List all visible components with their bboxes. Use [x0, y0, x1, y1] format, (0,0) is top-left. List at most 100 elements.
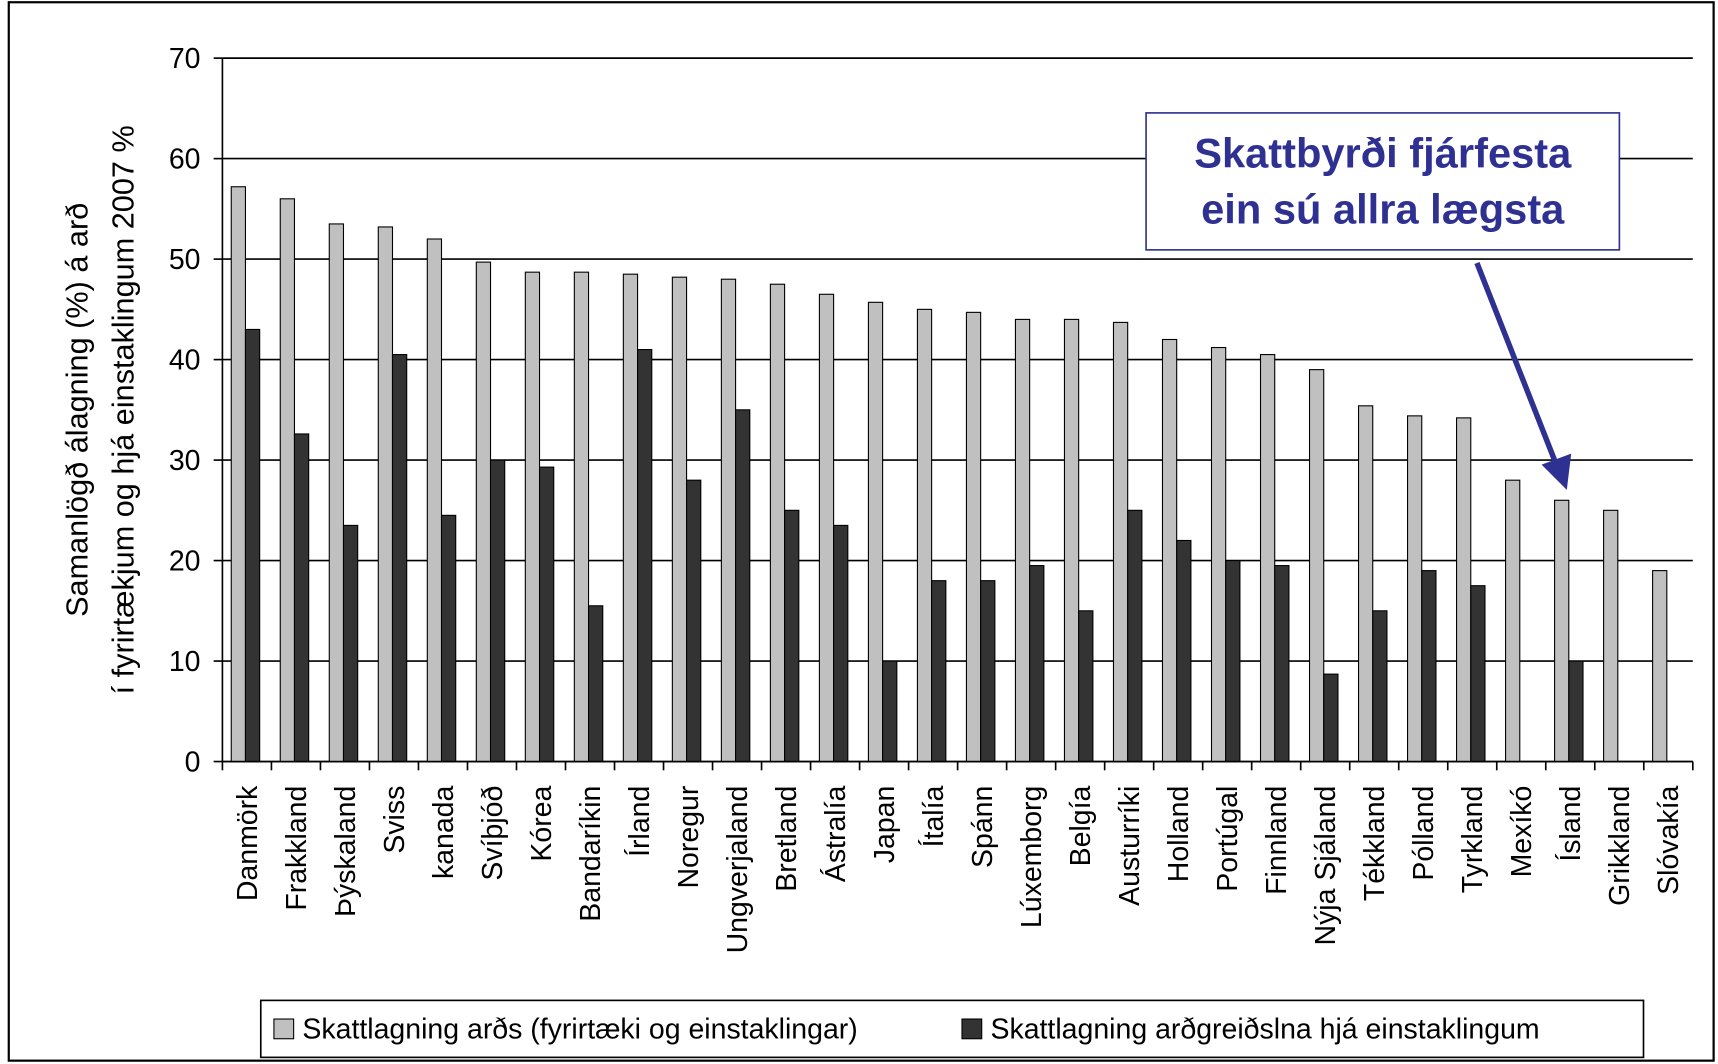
bar [1421, 570, 1437, 763]
bar [735, 409, 751, 763]
bar [1063, 318, 1080, 763]
bar [637, 348, 653, 763]
x-tick-label: Þýskaland [330, 786, 362, 917]
x-tick-label: Holland [1163, 786, 1195, 883]
x-tick-label: Nýja Sjáland [1310, 786, 1342, 946]
bar [440, 514, 457, 763]
bar [1357, 405, 1374, 763]
y-axis-label: í fyrirtækjum og hjá einstaklingum 2007 … [107, 125, 141, 694]
bar [1308, 369, 1325, 763]
bar [1505, 479, 1521, 763]
y-axis-label: Samanlögð álagning (%) á arð [61, 203, 95, 617]
x-tick-label: Svíþjóð [477, 786, 509, 881]
bar [293, 433, 310, 763]
x-tick-label: Spánn [967, 786, 999, 868]
x-tick-label: Slóvakía [1653, 785, 1685, 894]
bar [1568, 660, 1584, 763]
annotation: Skattbyrði fjárfesta [1194, 130, 1572, 177]
x-tick-label: Tyrkland [1457, 786, 1489, 894]
bar [867, 301, 884, 763]
bar [573, 271, 590, 763]
bar [489, 459, 506, 763]
bar [769, 283, 786, 763]
x-tick-label: Mexíkó [1506, 786, 1538, 878]
x-tick-label: Tékkland [1359, 786, 1391, 902]
bar [538, 466, 555, 763]
legend-label: Skattlagning arðgreiðslna hjá einstaklin… [990, 1014, 1539, 1046]
x-tick-label: Belgía [1065, 785, 1097, 866]
bar [882, 660, 898, 763]
y-tick-label: 10 [169, 646, 201, 678]
plot: 0 10 20 30 40 50 60 70 Danmörk Frakkland Þýskaland… [169, 43, 1694, 954]
bar [1259, 354, 1276, 763]
y-tick-label: 30 [169, 445, 201, 477]
bar [1176, 539, 1192, 763]
x-tick-label: Danmörk [232, 785, 264, 901]
bar [244, 328, 261, 763]
bar [1210, 346, 1227, 763]
x-tick-label: Kórea [526, 785, 558, 861]
bar [1127, 509, 1143, 763]
bar [1323, 673, 1339, 763]
bar [1014, 318, 1031, 763]
bar [524, 271, 541, 763]
legend-label: Skattlagning arðs (fyrirtæki og einstakl… [302, 1014, 857, 1046]
x-tick-label: Írland [624, 786, 656, 857]
x-tick-label: Grikkland [1604, 786, 1636, 906]
bar [1406, 415, 1423, 763]
y-tick-label: 20 [169, 545, 201, 577]
bar [1603, 509, 1619, 763]
bar [916, 308, 933, 763]
annotation: ein sú allra lægsta [1201, 186, 1565, 233]
legend-swatch [961, 1018, 983, 1040]
bar [931, 580, 947, 763]
x-tick-label: Lúxemborg [1016, 786, 1048, 928]
x-tick-label: Ítalía [918, 785, 950, 847]
x-tick-label: Ástralía [820, 785, 852, 882]
bar [965, 311, 982, 763]
bar [391, 354, 408, 763]
bar [671, 276, 688, 763]
arrow-head [1541, 453, 1572, 490]
bar [279, 198, 296, 763]
bar [818, 293, 835, 763]
bar [1652, 570, 1668, 763]
x-tick-label: Bretland [771, 786, 803, 892]
arrow [1474, 262, 1561, 471]
legend-box [259, 999, 1645, 1059]
bar [230, 186, 247, 763]
x-tick-label: Frakkland [281, 786, 313, 911]
bar [1112, 321, 1129, 763]
bar [784, 509, 800, 763]
bar [328, 223, 345, 763]
y-tick-label: 40 [169, 344, 201, 376]
x-tick-label: Austurríki [1114, 786, 1146, 906]
y-tick-label: 0 [185, 746, 201, 778]
bar [1470, 585, 1486, 763]
bar [1372, 610, 1388, 763]
x-tick-label: Ísland [1555, 786, 1587, 862]
bar [342, 524, 359, 763]
y-tick-label: 60 [169, 143, 201, 175]
bar [475, 261, 492, 763]
x-tick-label: Ungverjaland [722, 786, 754, 954]
bar [1456, 417, 1472, 763]
bar [686, 479, 702, 763]
annotation-box [1145, 112, 1621, 251]
x-tick-label: Noregur [673, 786, 705, 889]
x-tick-label: Sviss [379, 786, 411, 854]
bar [587, 605, 604, 763]
y-tick-label: 50 [169, 244, 201, 276]
bar [1225, 560, 1241, 763]
bar [426, 238, 443, 763]
x-tick-label: Pólland [1408, 786, 1440, 881]
x-tick-label: kanada [428, 785, 460, 879]
bar [1554, 499, 1570, 763]
bar [377, 226, 394, 763]
bar [1029, 565, 1045, 763]
x-tick-label: Portúgal [1212, 786, 1244, 892]
bar [1161, 338, 1178, 763]
legend: Skattlagning arðs (fyrirtæki og einstakl… [273, 1014, 1540, 1046]
bar [720, 278, 737, 763]
